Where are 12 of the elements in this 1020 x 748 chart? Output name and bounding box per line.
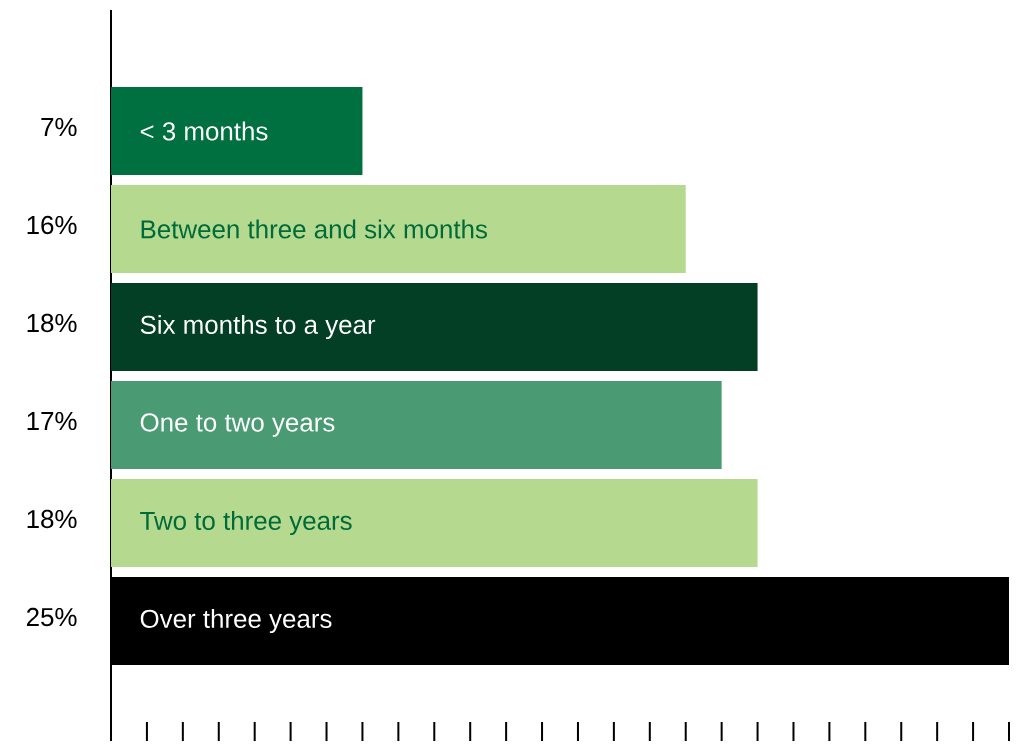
y-tick-label: One to two years bbox=[140, 413, 335, 437]
y-tick-label: Six months to a year bbox=[140, 315, 376, 340]
data-label: 25% bbox=[26, 607, 77, 627]
y-tick-label: < 3 months bbox=[140, 121, 268, 141]
data-label: 16% bbox=[27, 215, 77, 235]
y-tick-label: Between three and six months bbox=[141, 219, 487, 239]
data-label: 17% bbox=[27, 412, 77, 431]
y-tick-label: Over three years bbox=[140, 609, 332, 634]
data-label: 18% bbox=[27, 313, 77, 333]
data-label: 18% bbox=[27, 509, 77, 529]
y-tick-label: Two to three years bbox=[140, 511, 352, 536]
data-label: 7% bbox=[41, 118, 77, 137]
